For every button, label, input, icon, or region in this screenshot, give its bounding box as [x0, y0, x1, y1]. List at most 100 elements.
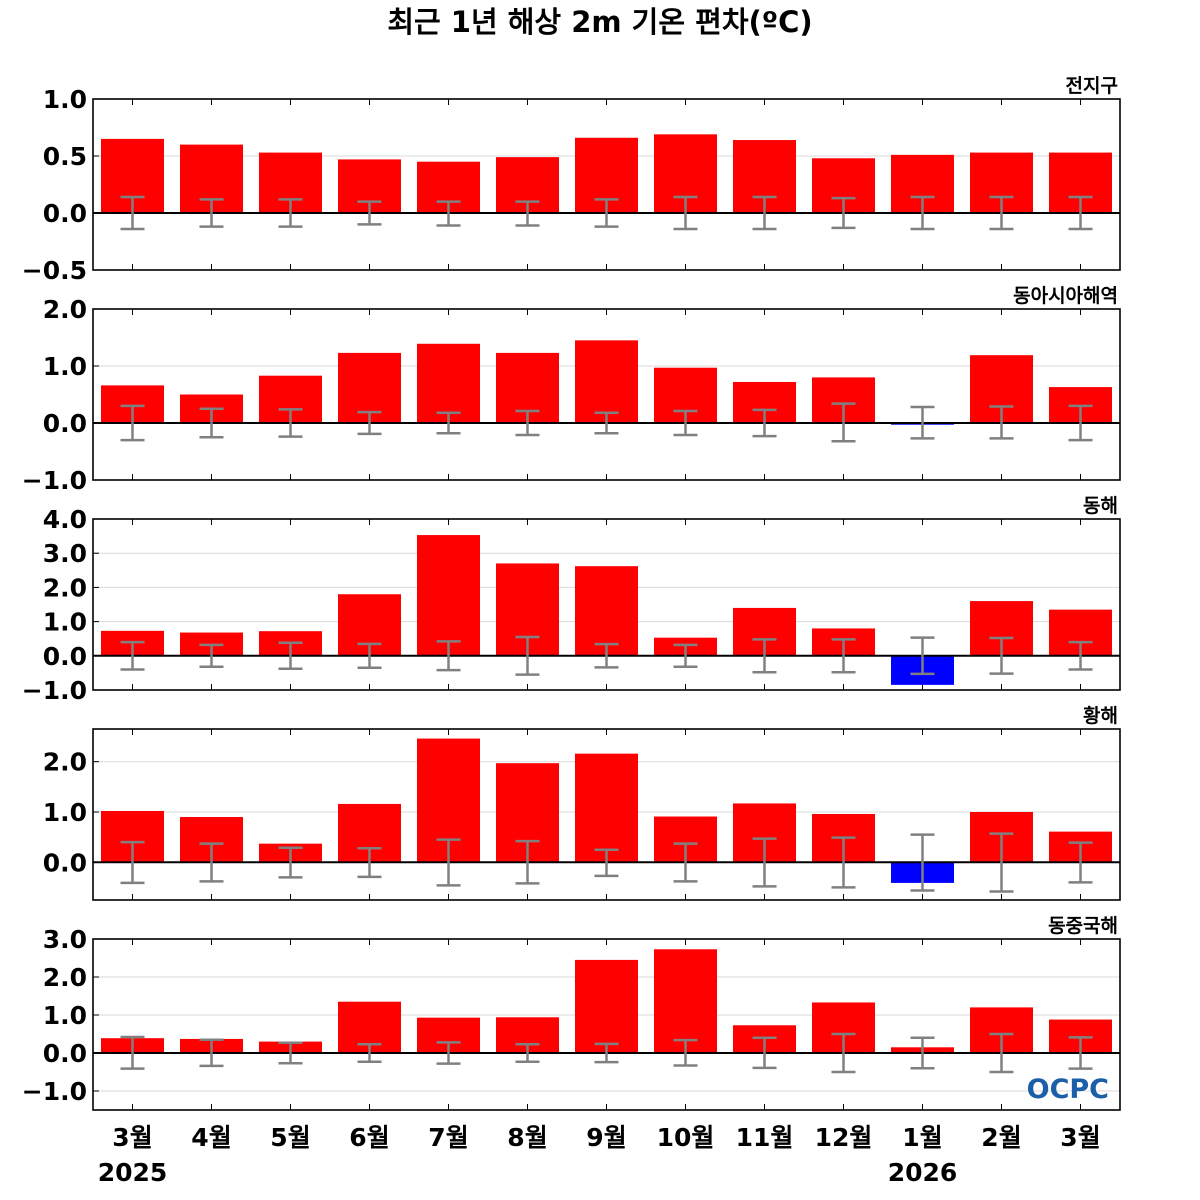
- chart-panels: −0.5 0.0 0.5 1.0 전지구 −1.0 0.0 1.0 2.0 동아시아해역 −1.0 0…: [22, 75, 1121, 1111]
- y-tick-label: 0.5: [43, 142, 87, 171]
- error-bar: [357, 200, 382, 226]
- error-bar: [1068, 640, 1093, 671]
- y-tick-label: 1.0: [43, 608, 87, 637]
- error-bar: [357, 642, 382, 670]
- error-bar: [515, 409, 540, 437]
- error-bar: [199, 643, 224, 668]
- panel-title: 동아시아해역: [1013, 285, 1118, 307]
- bar: [417, 535, 480, 656]
- error-bar: [357, 846, 382, 879]
- year-label: 2026: [888, 1158, 958, 1187]
- y-tick-label: 1.0: [43, 798, 87, 827]
- error-bar: [989, 832, 1014, 893]
- x-axis-labels: 3월 4월 5월 6월 7월 8월 9월 10월 11월 12월 1월 2월 3월 2025 2026: [98, 1123, 1101, 1187]
- chart-panel: −1.0 0.0 1.0 2.0 동아시아해역: [22, 285, 1121, 495]
- y-tick-label: 2.0: [43, 573, 87, 602]
- y-tick-label: 1.0: [43, 85, 87, 114]
- x-tick-label: 12월: [815, 1123, 873, 1152]
- error-bar: [594, 848, 619, 878]
- error-bar: [1068, 1036, 1093, 1070]
- error-bar: [910, 833, 935, 892]
- chart-title: 최근 1년 해상 2m 기온 편차(ºC): [387, 5, 812, 39]
- x-tick-label: 4월: [191, 1123, 231, 1152]
- x-tick-label: 11월: [736, 1123, 794, 1152]
- panel-title: 동중국해: [1048, 915, 1118, 937]
- error-bar: [278, 846, 303, 879]
- error-bar: [120, 640, 145, 671]
- error-bar: [673, 409, 698, 437]
- error-bar: [120, 1035, 145, 1070]
- panel-frame: [92, 728, 1121, 901]
- y-tick-label: 0.0: [43, 1039, 87, 1068]
- bar: [575, 753, 638, 863]
- error-bar: [515, 839, 540, 885]
- error-bar: [436, 838, 461, 887]
- error-bar: [1068, 195, 1093, 231]
- error-bar: [594, 411, 619, 435]
- error-bar: [752, 195, 777, 231]
- error-bar: [989, 636, 1014, 675]
- error-bar: [831, 196, 856, 230]
- bar: [575, 959, 638, 1053]
- panel-frame: [92, 518, 1121, 691]
- x-tick-label: 10월: [657, 1123, 715, 1152]
- error-bar: [831, 836, 856, 889]
- error-bar: [989, 1032, 1014, 1074]
- error-bar: [989, 405, 1014, 440]
- panel-title: 동해: [1083, 495, 1118, 517]
- ocpc-logo: OCPC: [1027, 1074, 1109, 1105]
- bar: [417, 343, 480, 423]
- error-bar: [673, 842, 698, 883]
- error-bar: [515, 200, 540, 227]
- panel-title: 전지구: [1066, 75, 1118, 97]
- chart-panel: −1.0 0.0 1.0 2.0 3.0 4.0 동해: [22, 495, 1121, 705]
- y-tick-label: −1.0: [22, 676, 87, 705]
- error-bar: [278, 408, 303, 438]
- error-bar: [594, 642, 619, 669]
- error-bar: [594, 198, 619, 228]
- y-tick-label: 2.0: [43, 963, 87, 992]
- panel-frame: [92, 938, 1121, 1111]
- error-bar: [199, 1038, 224, 1068]
- error-bar: [673, 195, 698, 231]
- error-bar: [831, 638, 856, 674]
- error-bar: [752, 408, 777, 438]
- error-bar: [278, 641, 303, 671]
- error-bar: [436, 640, 461, 672]
- y-tick-label: −0.5: [22, 256, 87, 285]
- x-tick-label: 2월: [981, 1123, 1021, 1152]
- error-bar: [278, 1041, 303, 1065]
- error-bar: [594, 1042, 619, 1064]
- y-tick-label: 2.0: [43, 295, 87, 324]
- error-bar: [357, 1043, 382, 1063]
- bar: [654, 949, 717, 1053]
- error-bar: [752, 837, 777, 888]
- error-bar: [831, 1032, 856, 1074]
- panel-title: 황해: [1083, 704, 1118, 727]
- x-tick-label: 7월: [428, 1123, 468, 1152]
- error-bar: [910, 636, 935, 676]
- y-tick-label: 0.0: [43, 642, 87, 671]
- year-label: 2025: [98, 1158, 168, 1187]
- error-bar: [752, 638, 777, 674]
- y-tick-label: 0.0: [43, 409, 87, 438]
- y-tick-label: −1.0: [22, 1077, 87, 1106]
- chart-panel: −0.5 0.0 0.5 1.0 전지구: [22, 75, 1121, 285]
- y-tick-label: 1.0: [43, 1001, 87, 1030]
- x-tick-label: 6월: [349, 1123, 389, 1152]
- y-tick-label: 2.0: [43, 748, 87, 777]
- chart-panel: 0.0 1.0 2.0 황해: [43, 704, 1121, 901]
- y-tick-label: 3.0: [43, 925, 87, 954]
- error-bar: [1068, 841, 1093, 884]
- panel-frame: [92, 98, 1121, 271]
- x-tick-label: 5월: [270, 1123, 310, 1152]
- error-bar: [831, 402, 856, 443]
- x-tick-label: 1월: [902, 1123, 942, 1152]
- error-bar: [436, 200, 461, 227]
- bar: [575, 566, 638, 656]
- error-bar: [989, 195, 1014, 231]
- error-bar: [120, 404, 145, 442]
- bar: [575, 340, 638, 423]
- error-bar: [199, 198, 224, 228]
